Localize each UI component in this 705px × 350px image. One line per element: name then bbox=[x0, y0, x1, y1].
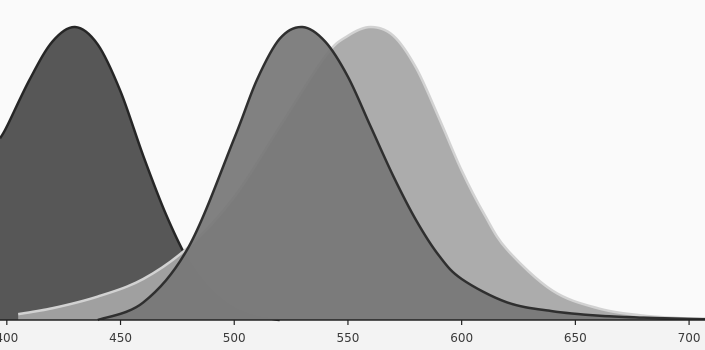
x-tick-label-400: 400 bbox=[0, 331, 18, 345]
series-line-560 bbox=[17, 25, 705, 321]
x-tick-label-700: 700 bbox=[678, 331, 701, 345]
series-line-530 bbox=[97, 25, 705, 322]
x-tick-label-600: 600 bbox=[450, 331, 473, 345]
x-tick-label-650: 650 bbox=[564, 331, 587, 345]
x-axis-ticks: 400 450 500 550 600 650 700 bbox=[0, 320, 701, 345]
x-tick-label-450: 450 bbox=[109, 331, 132, 345]
x-tick-label-550: 550 bbox=[336, 331, 359, 345]
series-layer bbox=[0, 25, 705, 322]
series-area-430 bbox=[0, 26, 280, 320]
x-tick-label-500: 500 bbox=[223, 331, 246, 345]
